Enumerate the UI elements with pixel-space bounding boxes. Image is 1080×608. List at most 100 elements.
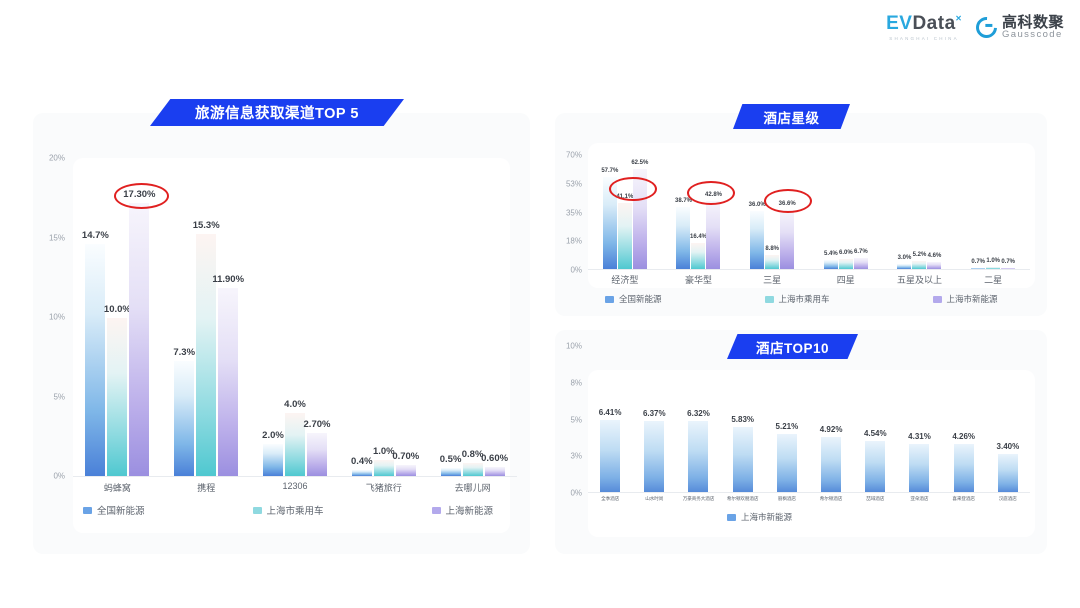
bar-column[interactable]: 5.21% — [776, 380, 798, 492]
bar[interactable]: 6.41% — [599, 408, 621, 492]
bar[interactable]: 4.26% — [952, 432, 975, 492]
y-tick-label: 5% — [570, 415, 582, 424]
bar[interactable]: 8.8% — [765, 246, 780, 269]
bar[interactable]: 5.2% — [912, 252, 927, 269]
bar[interactable]: 38.7% — [675, 198, 692, 269]
bar-column[interactable]: 0.4% — [351, 160, 373, 476]
bar[interactable]: 0.8% — [462, 449, 483, 476]
bar-column[interactable]: 6.0% — [838, 157, 853, 269]
bar-column[interactable]: 0.7% — [1001, 157, 1016, 269]
bar[interactable]: 4.0% — [284, 399, 306, 476]
bar[interactable]: 0.60% — [481, 453, 508, 476]
hotel-star-x-axis: 经济型 豪华型 三星 四星 五星及以上 二星 — [588, 273, 1030, 286]
bar[interactable]: 16.4% — [690, 234, 707, 269]
bar-column[interactable]: 1.0% — [373, 160, 395, 476]
bar-column[interactable]: 11.90% — [212, 160, 244, 476]
bar-column[interactable]: 38.7% — [675, 157, 692, 269]
bar[interactable]: 0.7% — [1001, 259, 1016, 269]
legend-item[interactable]: 上海市乘用车 — [252, 503, 324, 517]
legend-label: 上海市乘用车 — [778, 294, 830, 304]
bar-column[interactable]: 10.0% — [104, 160, 131, 476]
bar[interactable]: 0.4% — [351, 456, 373, 476]
bar-column[interactable]: 17.30% — [123, 160, 156, 476]
bar[interactable]: 17.30% — [123, 189, 156, 476]
bar-column[interactable]: 3.40% — [997, 380, 1019, 492]
bar-column[interactable]: 4.31% — [908, 380, 931, 492]
bar[interactable]: 7.3% — [173, 347, 195, 476]
bar-column[interactable]: 4.92% — [820, 380, 842, 492]
bar-column[interactable]: 5.4% — [823, 157, 838, 269]
legend-item[interactable]: 上海市新能源 — [932, 293, 998, 305]
bar[interactable]: 1.0% — [986, 258, 1001, 269]
bar-column[interactable]: 4.0% — [284, 160, 306, 476]
bar[interactable]: 3.0% — [897, 255, 912, 269]
bar[interactable]: 2.0% — [262, 430, 284, 476]
bar[interactable]: 6.37% — [643, 409, 666, 492]
bar-column[interactable]: 42.8% — [705, 157, 722, 269]
bar-column[interactable]: 16.4% — [690, 157, 707, 269]
bar-column[interactable]: 6.37% — [643, 380, 666, 492]
bar-column[interactable]: 62.5% — [631, 157, 648, 269]
legend-item[interactable]: 上海市新能源 — [727, 511, 792, 523]
bar-column[interactable]: 2.70% — [304, 160, 330, 476]
bar[interactable]: 6.32% — [687, 409, 710, 492]
bar-column[interactable]: 36.6% — [779, 157, 796, 269]
bar[interactable]: 6.7% — [853, 249, 868, 269]
bar[interactable]: 1.0% — [373, 446, 395, 476]
bar[interactable]: 0.5% — [440, 454, 461, 476]
bar-column[interactable]: 0.7% — [971, 157, 986, 269]
hotel-star-bars: 57.7% 41.1% 62.5% 38.7% 16.4% 42.8% 36.0% 8.8% 3… — [588, 157, 1030, 269]
bar-column[interactable]: 41.1% — [616, 157, 633, 269]
bar-column[interactable]: 5.2% — [912, 157, 927, 269]
legend-label: 上海市新能源 — [741, 512, 793, 522]
bar[interactable]: 3.40% — [997, 442, 1019, 492]
bar-column[interactable]: 4.54% — [864, 380, 887, 492]
bar-column[interactable]: 8.8% — [765, 157, 780, 269]
bar[interactable]: 42.8% — [705, 192, 722, 269]
bar[interactable]: 4.31% — [908, 432, 931, 492]
bar-column[interactable]: 0.8% — [462, 160, 483, 476]
bar[interactable]: 57.7% — [601, 168, 618, 269]
bar[interactable]: 4.92% — [820, 425, 842, 492]
bar[interactable]: 6.0% — [838, 250, 853, 269]
bar[interactable]: 11.90% — [212, 274, 244, 476]
bar[interactable]: 0.70% — [392, 451, 419, 476]
bar[interactable]: 15.3% — [193, 220, 220, 476]
bar-column[interactable]: 7.3% — [173, 160, 195, 476]
legend-item[interactable]: 上海新能源 — [431, 503, 493, 517]
bar-value-label: 7.3% — [173, 346, 196, 358]
bar[interactable]: 14.7% — [82, 230, 109, 476]
bar-column[interactable]: 6.7% — [853, 157, 868, 269]
legend-item[interactable]: 上海市乘用车 — [764, 293, 830, 305]
bar-column[interactable]: 14.7% — [82, 160, 109, 476]
bar[interactable]: 2.70% — [304, 419, 330, 476]
bar[interactable]: 5.4% — [823, 251, 838, 269]
bar-column[interactable]: 15.3% — [193, 160, 220, 476]
bar-column[interactable]: 4.6% — [927, 157, 942, 269]
bar-column[interactable]: 6.41% — [599, 380, 621, 492]
bar-column[interactable]: 2.0% — [262, 160, 284, 476]
bar[interactable]: 5.21% — [776, 422, 798, 492]
legend-item[interactable]: 全国新能源 — [605, 293, 662, 305]
bar-column[interactable]: 3.0% — [897, 157, 912, 269]
bar[interactable]: 62.5% — [631, 160, 648, 269]
legend-item[interactable]: 全国新能源 — [83, 503, 145, 517]
bar[interactable]: 10.0% — [104, 304, 131, 476]
bar-column[interactable]: 57.7% — [601, 157, 618, 269]
bar-column[interactable]: 0.60% — [481, 160, 508, 476]
bar-column[interactable]: 0.70% — [392, 160, 419, 476]
bar[interactable]: 4.6% — [927, 253, 942, 269]
bar-column[interactable]: 4.26% — [952, 380, 975, 492]
bar-column[interactable]: 5.83% — [731, 380, 754, 492]
bar[interactable]: 5.83% — [731, 415, 754, 492]
bar[interactable]: 36.6% — [779, 201, 796, 269]
bar-column[interactable]: 1.0% — [986, 157, 1001, 269]
hotel-star-baseline — [588, 269, 1030, 270]
bar[interactable]: 41.1% — [616, 194, 633, 269]
bar-column[interactable]: 6.32% — [687, 380, 710, 492]
bar-column[interactable]: 36.0% — [749, 157, 766, 269]
bar[interactable]: 0.7% — [971, 259, 986, 269]
bar-column[interactable]: 0.5% — [440, 160, 461, 476]
bar[interactable]: 4.54% — [864, 429, 887, 492]
bar[interactable]: 36.0% — [749, 202, 766, 269]
